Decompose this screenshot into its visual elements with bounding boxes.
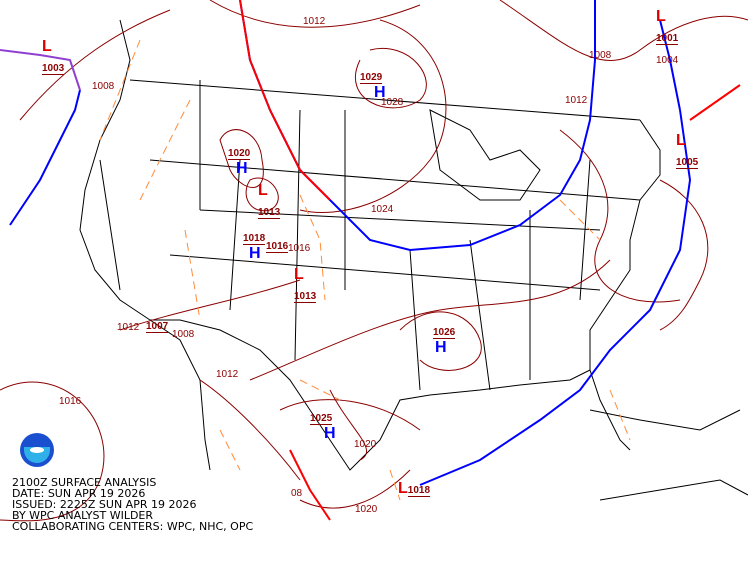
- low-pressure-center: L 1005: [676, 132, 699, 169]
- low-pressure-center: L 1001: [656, 8, 679, 45]
- caribbean: [589, 409, 748, 501]
- cold-front-central: [239, 0, 596, 252]
- isobar-label: 1028: [381, 97, 404, 108]
- isobar-label: 1024: [371, 204, 394, 215]
- warm-front-mexico: [289, 449, 331, 521]
- isobar-label: 1012: [216, 369, 239, 380]
- warm-front-segment: [239, 0, 331, 201]
- isobar-label: 1012: [117, 322, 140, 333]
- east-coast: [589, 119, 661, 451]
- analysis-info-block: 2100Z SURFACE ANALYSIS DATE: SUN APR 19 …: [12, 477, 253, 532]
- analysis-author: BY WPC ANALYST WILDER: [12, 509, 154, 522]
- low-pressure-center: L 1013: [294, 266, 317, 303]
- isobar-label: 1008: [172, 329, 195, 340]
- high-pressure-center: 1026 H: [433, 327, 456, 356]
- isobar-label: 1008: [92, 81, 115, 92]
- collaborating-centers: COLLABORATING CENTERS: WPC, NHC, OPC: [12, 520, 254, 533]
- high-pressure-center: 1029 H: [360, 72, 386, 101]
- isobar-label: 1020: [354, 439, 377, 450]
- isobar-label: 1020: [355, 504, 378, 515]
- low-pressure-center: L 1013: [258, 182, 281, 219]
- occluded-front: [0, 49, 81, 91]
- warm-front-atlantic: [689, 84, 741, 121]
- isobar-label: 1008: [589, 50, 612, 61]
- low-pressure-center: 1016: [266, 241, 289, 253]
- analysis-issued: ISSUED: 2225Z SUN APR 19 2026: [12, 498, 197, 511]
- isobars: [0, 0, 748, 522]
- low-pressure-center: L1018: [398, 480, 431, 497]
- cold-front-atlantic: [419, 109, 692, 486]
- canada-us-border: [129, 79, 641, 121]
- troughs: [99, 39, 631, 501]
- high-pressure-center: 1020 H: [228, 148, 251, 177]
- isobar-label: 1012: [565, 95, 588, 106]
- isobar-label: 08: [291, 488, 303, 499]
- analysis-title: 2100Z SURFACE ANALYSIS: [12, 476, 157, 489]
- isobar-label: 1004: [656, 55, 679, 66]
- great-lakes: [429, 109, 541, 201]
- gulf-coast: [150, 319, 591, 471]
- analysis-date: DATE: SUN APR 19 2026: [12, 487, 146, 500]
- high-pressure-center: 1018 H: [243, 233, 266, 262]
- isobar-label: 1016: [59, 396, 82, 407]
- political-borders: [79, 19, 748, 501]
- noaa-logo: [20, 433, 54, 467]
- cold-front-pacific: [9, 89, 81, 226]
- low-symbol: L: [42, 38, 52, 55]
- low-pressure-center: 1007: [146, 321, 169, 333]
- cold-front-northeast: [659, 19, 681, 111]
- high-pressure-center: 1025 H: [310, 413, 336, 442]
- isobar-label: 1016: [288, 243, 311, 254]
- isobar-label: 1012: [303, 16, 326, 27]
- low-pressure-center: L 1003: [42, 38, 65, 75]
